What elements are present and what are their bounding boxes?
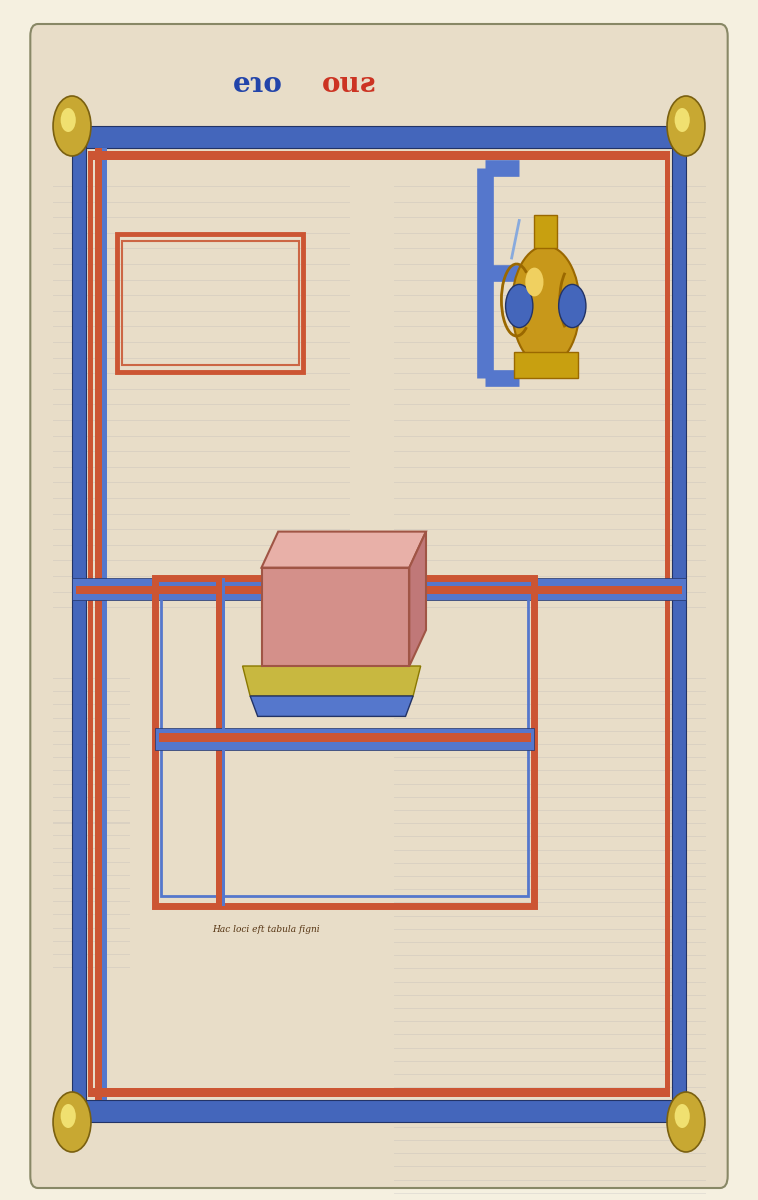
Circle shape: [53, 1092, 91, 1152]
Circle shape: [667, 1092, 705, 1152]
Circle shape: [675, 1104, 690, 1128]
Bar: [76, 586, 682, 594]
Circle shape: [506, 284, 533, 328]
Bar: [95, 148, 102, 1100]
Bar: [102, 148, 107, 1100]
Polygon shape: [262, 532, 426, 568]
Bar: [534, 215, 557, 248]
Bar: [88, 151, 93, 1097]
Bar: [155, 578, 534, 906]
Bar: [88, 1088, 670, 1097]
Circle shape: [559, 284, 586, 328]
FancyBboxPatch shape: [30, 24, 728, 1188]
Bar: [122, 241, 299, 365]
Bar: [161, 588, 528, 896]
Circle shape: [675, 108, 690, 132]
Polygon shape: [409, 532, 426, 666]
Text: ouƨ: ouƨ: [321, 71, 376, 97]
Bar: [159, 733, 531, 742]
Ellipse shape: [512, 246, 580, 366]
Circle shape: [667, 96, 705, 156]
Circle shape: [525, 268, 543, 296]
Bar: [665, 151, 670, 1097]
Bar: [222, 578, 225, 906]
Bar: [155, 728, 534, 750]
Bar: [88, 151, 670, 160]
Text: Hac loci eft tabula figni: Hac loci eft tabula figni: [212, 925, 320, 935]
Polygon shape: [250, 696, 413, 716]
Bar: [514, 352, 578, 378]
Bar: [72, 126, 686, 148]
Polygon shape: [243, 666, 421, 696]
Bar: [72, 578, 686, 600]
Bar: [72, 126, 86, 1122]
Bar: [72, 1100, 686, 1122]
Bar: [117, 234, 303, 372]
Circle shape: [61, 108, 76, 132]
Circle shape: [53, 96, 91, 156]
Bar: [262, 568, 409, 666]
Bar: [672, 126, 686, 1122]
Text: eɿo: eɿo: [233, 71, 283, 97]
Bar: [216, 578, 225, 906]
Circle shape: [61, 1104, 76, 1128]
